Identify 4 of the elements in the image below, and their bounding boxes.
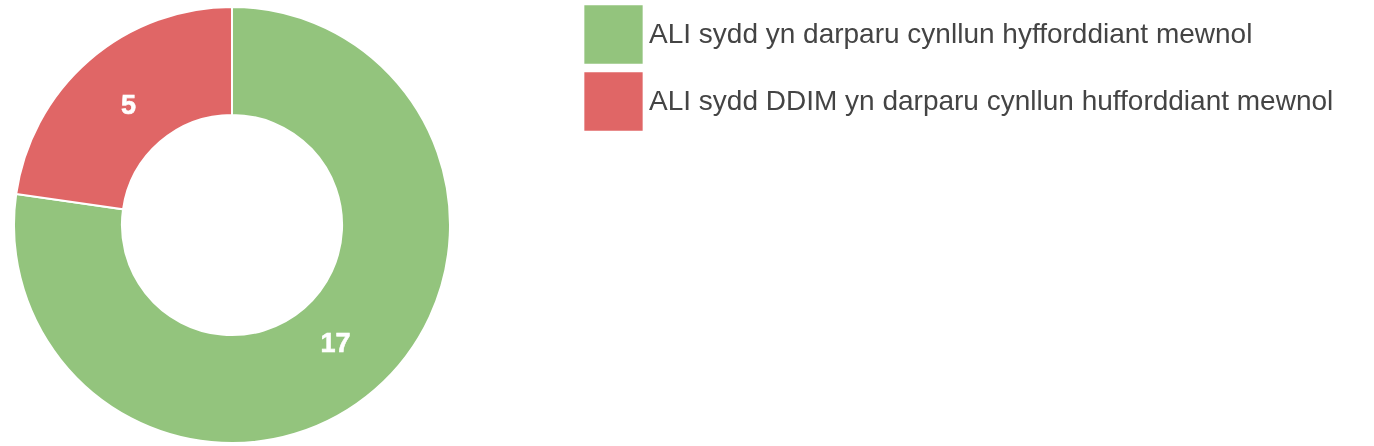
legend-label: ALI sydd yn darparu cynllun hyfforddiant mewnol bbox=[649, 17, 1253, 49]
data-label: 5 bbox=[120, 89, 137, 120]
legend-label: ALI sydd DDIM yn darparu cynllun hufforddiant mewnol bbox=[649, 84, 1334, 116]
data-label: 17 bbox=[320, 328, 351, 359]
